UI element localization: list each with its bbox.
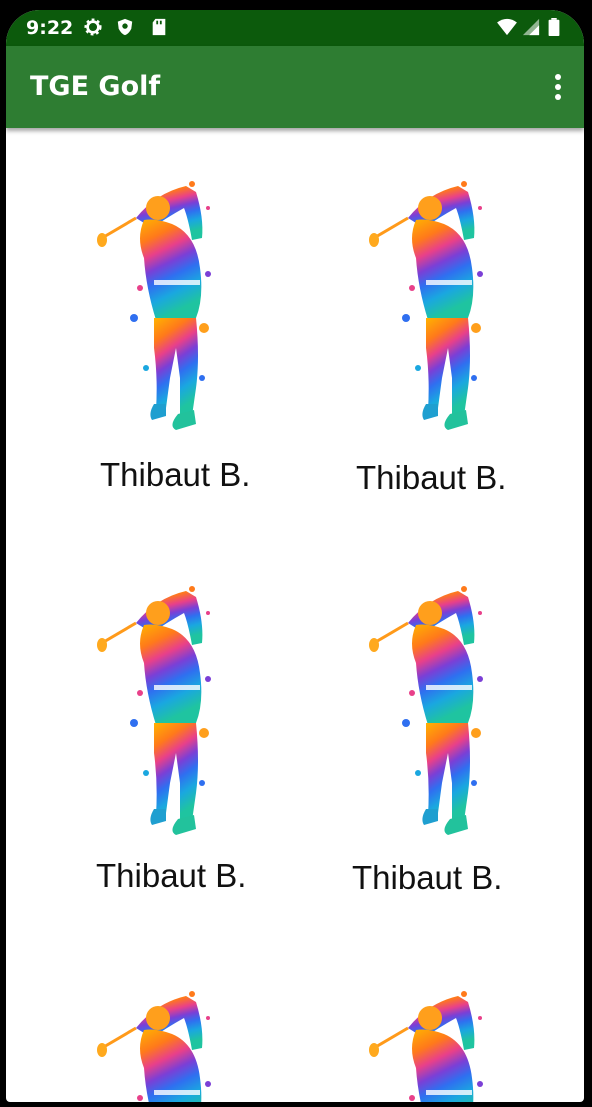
player-card[interactable]: Thibaut B.: [308, 583, 568, 913]
player-card[interactable]: Thibaut B.: [36, 583, 296, 913]
player-name: Thibaut B.: [356, 459, 507, 496]
phone-screen: 9:22 TGE Golf: [6, 10, 584, 1102]
gear-icon: [84, 18, 102, 36]
player-card[interactable]: [308, 988, 568, 1102]
golfer-image: [368, 988, 488, 1102]
app-title: TGE Golf: [30, 71, 161, 102]
golfer-image: [368, 583, 488, 843]
golfer-image: [368, 178, 488, 438]
status-bar: 9:22: [6, 10, 584, 46]
player-card[interactable]: Thibaut B.: [36, 178, 296, 508]
wifi-icon: [497, 18, 517, 36]
player-card[interactable]: Thibaut B.: [308, 178, 568, 508]
player-card[interactable]: [36, 988, 296, 1102]
battery-icon: [548, 18, 560, 36]
shield-icon: [117, 18, 133, 36]
sd-card-icon: [152, 18, 166, 36]
player-grid: Thibaut B. Thibaut B. Thibaut B. Thibaut…: [6, 128, 584, 1102]
status-time: 9:22: [26, 17, 74, 39]
player-name: Thibaut B.: [96, 857, 247, 894]
golfer-image: [96, 988, 216, 1102]
player-name: Thibaut B.: [352, 859, 503, 896]
golfer-image: [96, 583, 216, 843]
more-vert-icon[interactable]: [550, 72, 566, 102]
signal-icon: [522, 18, 540, 36]
player-name: Thibaut B.: [100, 456, 251, 493]
golfer-image: [96, 178, 216, 438]
app-bar: TGE Golf: [6, 46, 584, 128]
